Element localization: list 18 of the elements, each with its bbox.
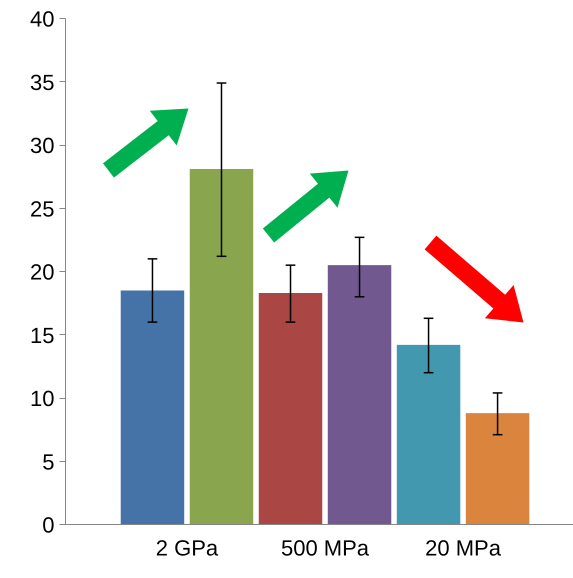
x-tick-label: 2 GPa <box>156 536 219 560</box>
y-tick-label: 25 <box>30 196 55 222</box>
x-tick-label: 20 MPa <box>425 536 502 560</box>
y-tick-label: 40 <box>30 6 55 32</box>
y-tick-label: 0 <box>42 512 55 538</box>
y-tick-label: 5 <box>42 449 55 474</box>
x-tick-label: 500 MPa <box>280 536 370 560</box>
bar <box>120 290 184 524</box>
bar <box>328 265 392 524</box>
y-tick-label: 15 <box>30 322 55 348</box>
bar <box>396 344 460 524</box>
bar <box>258 293 322 524</box>
y-tick-label: 35 <box>30 70 55 95</box>
bar <box>466 413 530 524</box>
y-tick-label: 20 <box>30 260 55 284</box>
y-tick-label: 10 <box>30 386 55 411</box>
y-tick-label: 30 <box>30 133 55 158</box>
bar <box>190 169 254 524</box>
